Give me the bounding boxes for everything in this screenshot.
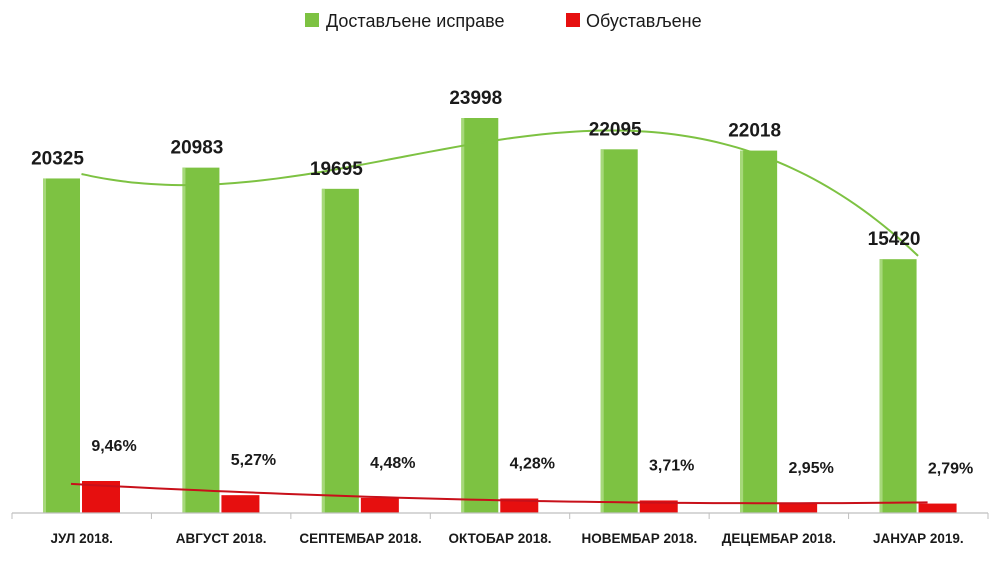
trendline-delivered	[81, 129, 919, 257]
label-suspended-3: 4,28%	[510, 456, 555, 473]
label-delivered-3: 23998	[449, 88, 502, 109]
label-delivered-1: 20983	[171, 138, 224, 159]
trendline-suspended	[70, 482, 928, 505]
legend-label-suspended: Обустављене	[586, 11, 702, 31]
bar-delivered-highlight-4	[600, 149, 604, 513]
value-labels: 20325 9,46% 20983 5,27% 19695 4,48% 23998 4,28%…	[31, 88, 973, 478]
label-delivered-0: 20325	[31, 148, 84, 169]
label-suspended-0: 9,46%	[91, 438, 136, 455]
bar-suspended-1	[221, 495, 260, 513]
label-suspended-5: 2,95%	[788, 460, 833, 477]
label-delivered-5: 22018	[728, 121, 781, 142]
bar-suspended-5	[779, 503, 818, 513]
legend-swatch-red	[566, 13, 580, 27]
x-tick-label-1: АВГУСТ 2018.	[176, 531, 267, 546]
label-delivered-6: 15420	[868, 229, 921, 250]
x-tick-labels: ЈУЛ 2018. АВГУСТ 2018. СЕПТЕМБАР 2018. ОКТО…	[51, 531, 964, 546]
x-tick-label-5: ДЕЦЕМБАР 2018.	[722, 531, 836, 546]
bar-delivered-highlight-2	[321, 188, 325, 513]
bar-delivered-5	[740, 150, 778, 513]
label-delivered-4: 22095	[589, 119, 642, 140]
bar-delivered-highlight-5	[740, 150, 744, 513]
bar-delivered-1	[182, 167, 220, 513]
bar-suspended-6	[918, 503, 957, 513]
x-tick-label-6: ЈАНУАР 2019.	[873, 531, 964, 546]
x-tick-label-2: СЕПТЕМБАР 2018.	[299, 531, 421, 546]
x-axis	[11, 512, 989, 519]
x-tick-label-0: ЈУЛ 2018.	[51, 531, 113, 546]
x-tick-label-4: НОВЕМБАР 2018.	[582, 531, 698, 546]
bar-delivered-highlight-3	[461, 118, 465, 513]
bar-suspended-3	[500, 498, 539, 513]
bar-suspended-2	[360, 497, 399, 513]
bar-delivered-6	[879, 259, 917, 513]
green-bars	[43, 118, 917, 514]
bar-delivered-highlight-0	[43, 178, 46, 514]
label-suspended-2: 4,48%	[370, 455, 415, 472]
bar-delivered-highlight-1	[182, 167, 186, 513]
label-suspended-6: 2,79%	[928, 461, 973, 478]
bar-delivered-3	[461, 118, 499, 513]
legend-label-delivered: Достављене исправе	[326, 11, 505, 31]
label-suspended-4: 3,71%	[649, 457, 694, 474]
bar-delivered-4	[600, 149, 638, 513]
legend: Достављене исправе Обустављене	[305, 11, 702, 31]
bar-delivered-0	[43, 178, 80, 514]
label-suspended-1: 5,27%	[231, 452, 276, 469]
trendlines	[70, 129, 928, 505]
bar-delivered-2	[321, 188, 359, 513]
bar-delivered-highlight-6	[879, 259, 883, 513]
x-tick-label-3: ОКТОБАР 2018.	[449, 531, 552, 546]
legend-swatch-green	[305, 13, 319, 27]
label-delivered-2: 19695	[310, 159, 363, 180]
